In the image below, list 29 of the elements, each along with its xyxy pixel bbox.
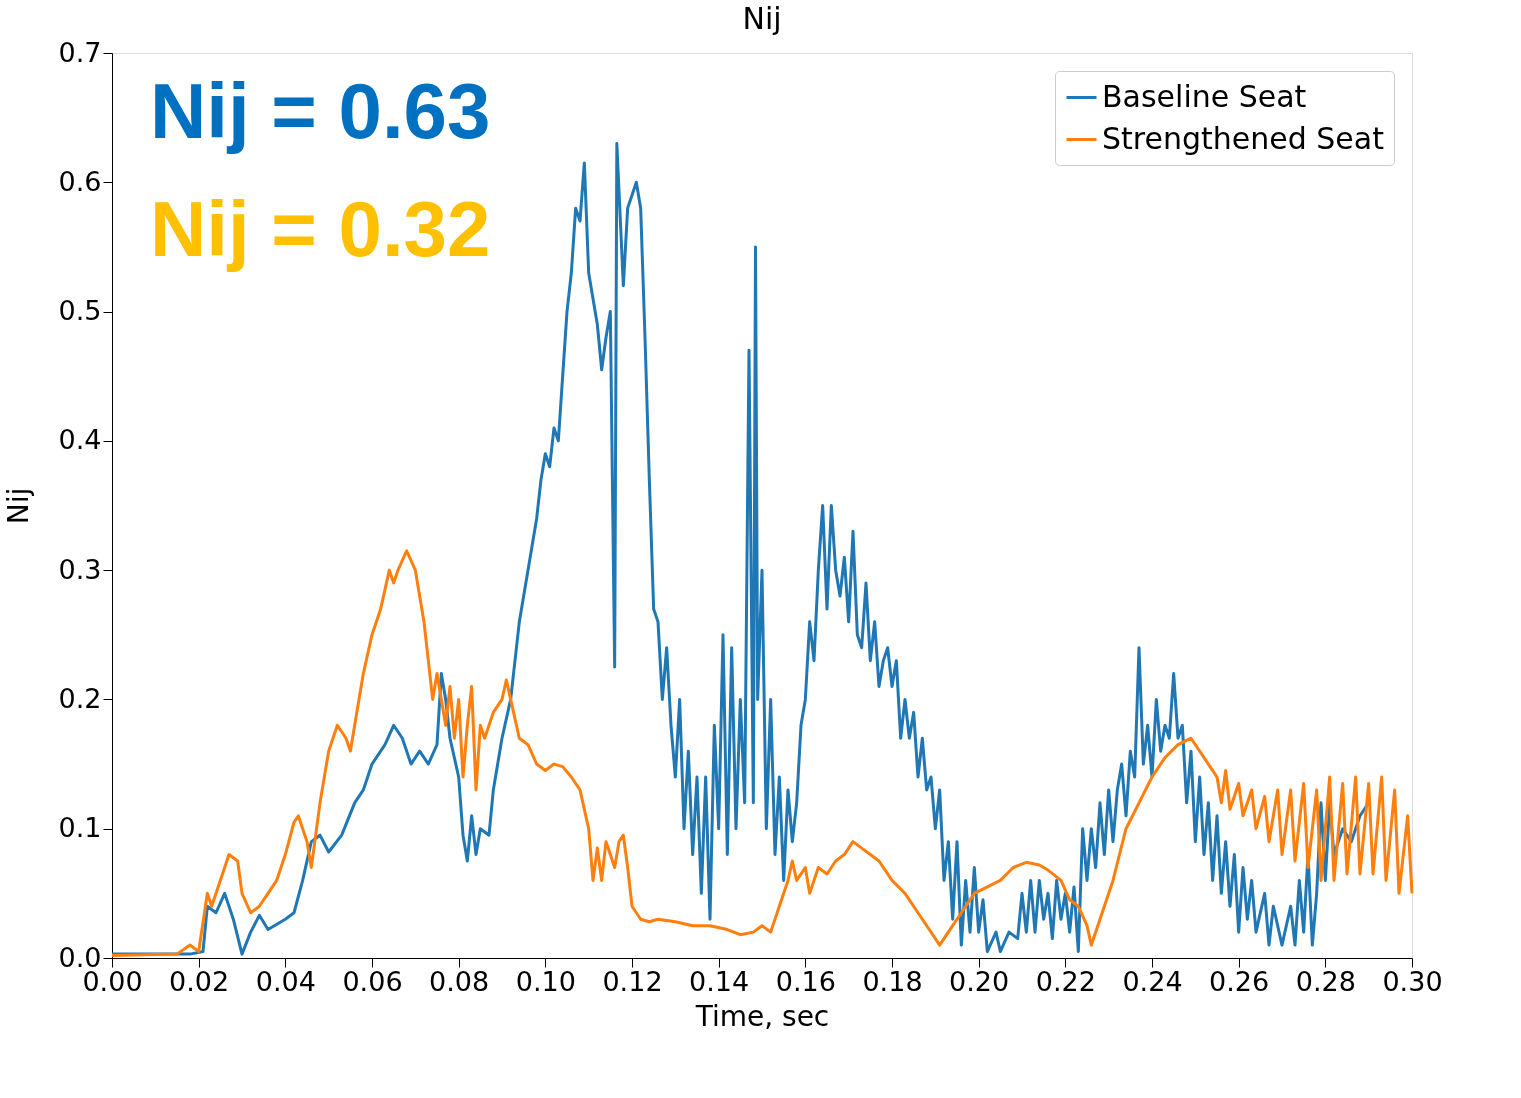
x-tick-label: 0.22	[1035, 965, 1096, 997]
x-tick-label: 0.18	[862, 965, 923, 997]
x-tick-label: 0.04	[255, 965, 316, 997]
x-tick-label: 0.20	[949, 965, 1010, 997]
x-tick-label: 0.24	[1122, 965, 1183, 997]
x-tick-label: 0.28	[1295, 965, 1356, 997]
legend-label: Baseline Seat	[1102, 78, 1307, 114]
y-tick-label: 0.3	[58, 553, 102, 585]
x-axis-title: Time, sec	[694, 999, 830, 1033]
x-tick-label: 0.30	[1382, 965, 1443, 997]
y-axis-title: Nij	[1, 487, 35, 525]
y-tick-label: 0.4	[58, 424, 102, 456]
y-tick-label: 0.1	[58, 812, 102, 844]
x-tick-label: 0.16	[775, 965, 836, 997]
y-tick-label: 0.5	[58, 295, 102, 327]
x-tick-label: 0.12	[602, 965, 663, 997]
x-tick-label: 0.10	[515, 965, 576, 997]
y-tick-label: 0.6	[58, 165, 102, 197]
y-tick-label: 0.7	[58, 36, 102, 68]
x-tick-label: 0.26	[1209, 965, 1270, 997]
legend-label: Strengthened Seat	[1102, 120, 1385, 156]
x-tick-label: 0.06	[342, 965, 403, 997]
x-tick-label: 0.14	[689, 965, 750, 997]
chart-title: Nij	[742, 1, 782, 36]
annotation: Nij = 0.32	[150, 185, 491, 273]
y-tick-label: 0.2	[58, 682, 102, 714]
annotation: Nij = 0.63	[150, 67, 491, 155]
x-tick-label: 0.02	[169, 965, 230, 997]
x-tick-label: 0.08	[429, 965, 490, 997]
